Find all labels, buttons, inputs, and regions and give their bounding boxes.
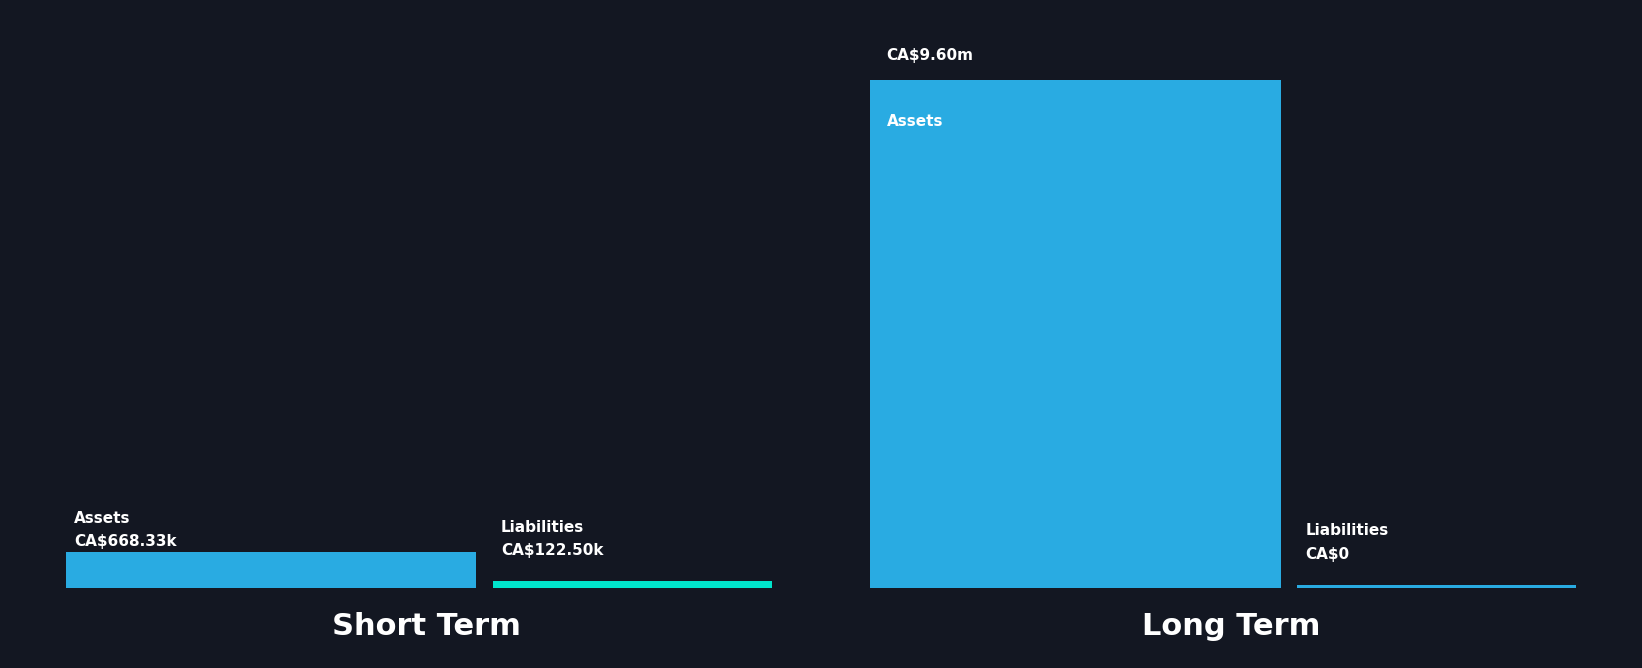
Text: Long Term: Long Term: [1143, 613, 1320, 641]
FancyBboxPatch shape: [870, 80, 1281, 588]
Text: Short Term: Short Term: [332, 613, 522, 641]
Text: CA$0: CA$0: [1305, 547, 1350, 562]
Text: Liabilities: Liabilities: [501, 520, 585, 534]
Text: Assets: Assets: [887, 114, 943, 128]
FancyBboxPatch shape: [66, 552, 476, 588]
Text: Liabilities: Liabilities: [1305, 524, 1389, 538]
FancyBboxPatch shape: [493, 581, 772, 588]
Text: CA$668.33k: CA$668.33k: [74, 534, 176, 549]
FancyBboxPatch shape: [1297, 585, 1576, 588]
Text: CA$122.50k: CA$122.50k: [501, 543, 603, 558]
Text: CA$9.60m: CA$9.60m: [887, 49, 974, 63]
Text: Assets: Assets: [74, 511, 130, 526]
